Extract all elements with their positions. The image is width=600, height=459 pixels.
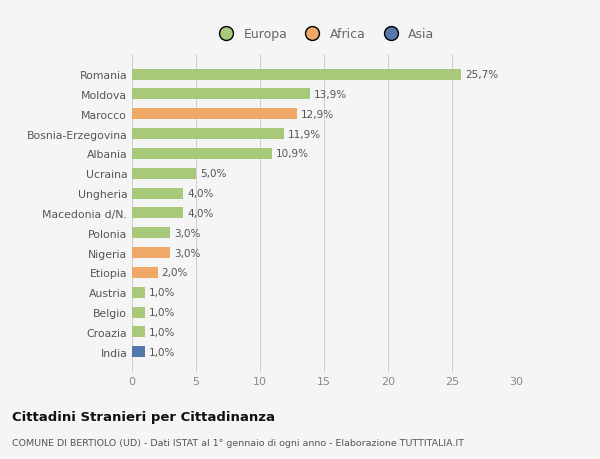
Bar — [132, 129, 284, 140]
Bar — [132, 307, 145, 318]
Text: COMUNE DI BERTIOLO (UD) - Dati ISTAT al 1° gennaio di ogni anno - Elaborazione T: COMUNE DI BERTIOLO (UD) - Dati ISTAT al … — [12, 438, 464, 447]
Bar — [132, 168, 196, 179]
Text: 4,0%: 4,0% — [187, 189, 214, 199]
Text: 1,0%: 1,0% — [149, 288, 175, 297]
Text: 11,9%: 11,9% — [288, 129, 321, 139]
Text: Cittadini Stranieri per Cittadinanza: Cittadini Stranieri per Cittadinanza — [12, 410, 275, 423]
Legend: Europa, Africa, Asia: Europa, Africa, Asia — [209, 23, 439, 46]
Bar — [132, 109, 297, 120]
Bar — [132, 287, 145, 298]
Text: 5,0%: 5,0% — [200, 169, 226, 179]
Text: 1,0%: 1,0% — [149, 327, 175, 337]
Text: 10,9%: 10,9% — [275, 149, 308, 159]
Bar — [132, 188, 183, 199]
Text: 3,0%: 3,0% — [174, 228, 200, 238]
Bar — [132, 267, 158, 278]
Text: 4,0%: 4,0% — [187, 208, 214, 218]
Text: 1,0%: 1,0% — [149, 308, 175, 317]
Text: 3,0%: 3,0% — [174, 248, 200, 258]
Bar — [132, 149, 272, 160]
Bar — [132, 327, 145, 338]
Bar — [132, 208, 183, 219]
Text: 12,9%: 12,9% — [301, 110, 334, 119]
Bar — [132, 228, 170, 239]
Bar — [132, 69, 461, 80]
Text: 13,9%: 13,9% — [314, 90, 347, 100]
Text: 1,0%: 1,0% — [149, 347, 175, 357]
Bar — [132, 347, 145, 358]
Text: 2,0%: 2,0% — [161, 268, 188, 278]
Bar — [132, 247, 170, 258]
Text: 25,7%: 25,7% — [465, 70, 498, 80]
Bar — [132, 89, 310, 100]
